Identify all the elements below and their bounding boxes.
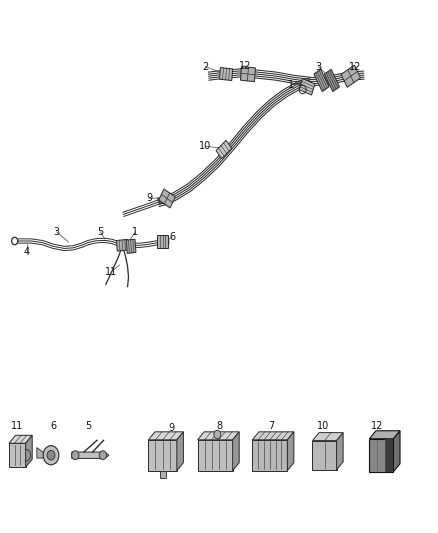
Polygon shape <box>9 443 25 467</box>
Text: 9: 9 <box>168 423 174 433</box>
Text: 9: 9 <box>146 193 152 204</box>
Text: 5: 5 <box>97 227 103 237</box>
Polygon shape <box>312 441 336 470</box>
Polygon shape <box>336 433 343 470</box>
Polygon shape <box>177 432 183 471</box>
Text: 6: 6 <box>169 232 175 243</box>
Text: 2: 2 <box>202 62 208 71</box>
Text: 12: 12 <box>370 421 382 431</box>
Text: 11: 11 <box>11 421 23 431</box>
Text: 3: 3 <box>53 227 60 237</box>
Polygon shape <box>197 432 239 440</box>
Polygon shape <box>232 432 239 471</box>
Polygon shape <box>197 440 232 471</box>
Polygon shape <box>25 435 32 467</box>
Polygon shape <box>116 239 128 251</box>
Polygon shape <box>312 433 343 441</box>
Text: 10: 10 <box>198 141 211 151</box>
Polygon shape <box>313 69 328 92</box>
Polygon shape <box>368 439 392 472</box>
Circle shape <box>47 450 55 460</box>
Polygon shape <box>37 448 43 458</box>
Polygon shape <box>299 78 314 95</box>
Polygon shape <box>287 432 293 471</box>
Polygon shape <box>368 431 399 439</box>
Bar <box>159 471 165 478</box>
Polygon shape <box>385 439 392 472</box>
Polygon shape <box>157 235 168 248</box>
Circle shape <box>43 446 59 465</box>
Polygon shape <box>126 239 136 253</box>
Polygon shape <box>158 189 175 208</box>
Polygon shape <box>148 432 183 440</box>
Circle shape <box>71 451 79 459</box>
Polygon shape <box>9 435 32 443</box>
Text: 10: 10 <box>316 421 328 431</box>
Text: 12: 12 <box>348 62 360 71</box>
Polygon shape <box>215 140 231 159</box>
Circle shape <box>99 451 106 459</box>
Polygon shape <box>252 432 293 440</box>
Polygon shape <box>324 69 339 92</box>
Polygon shape <box>340 65 360 87</box>
Text: 5: 5 <box>85 421 91 431</box>
Text: 12: 12 <box>238 61 251 70</box>
Polygon shape <box>392 431 399 472</box>
Polygon shape <box>240 67 255 82</box>
Text: 7: 7 <box>268 421 274 431</box>
Circle shape <box>213 430 220 439</box>
Text: 4: 4 <box>24 247 30 256</box>
Text: 8: 8 <box>216 421 222 431</box>
Polygon shape <box>72 452 109 458</box>
Text: 6: 6 <box>50 421 56 431</box>
Text: 3: 3 <box>314 62 321 71</box>
Text: 1: 1 <box>132 227 138 237</box>
Text: 11: 11 <box>105 267 117 277</box>
Polygon shape <box>219 68 232 80</box>
Polygon shape <box>148 440 177 471</box>
Text: 1: 1 <box>288 80 293 90</box>
Polygon shape <box>252 440 287 471</box>
